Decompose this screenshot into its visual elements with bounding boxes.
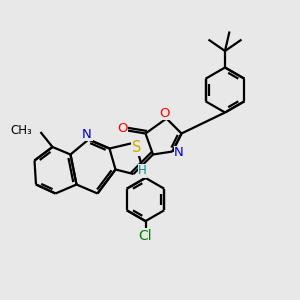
Text: N: N [82, 128, 92, 141]
Text: S: S [132, 140, 141, 155]
Text: O: O [117, 122, 128, 136]
Text: CH₃: CH₃ [11, 124, 32, 137]
Text: N: N [174, 146, 184, 160]
Text: H: H [138, 164, 147, 178]
Text: Cl: Cl [139, 229, 152, 242]
Text: O: O [160, 106, 170, 120]
